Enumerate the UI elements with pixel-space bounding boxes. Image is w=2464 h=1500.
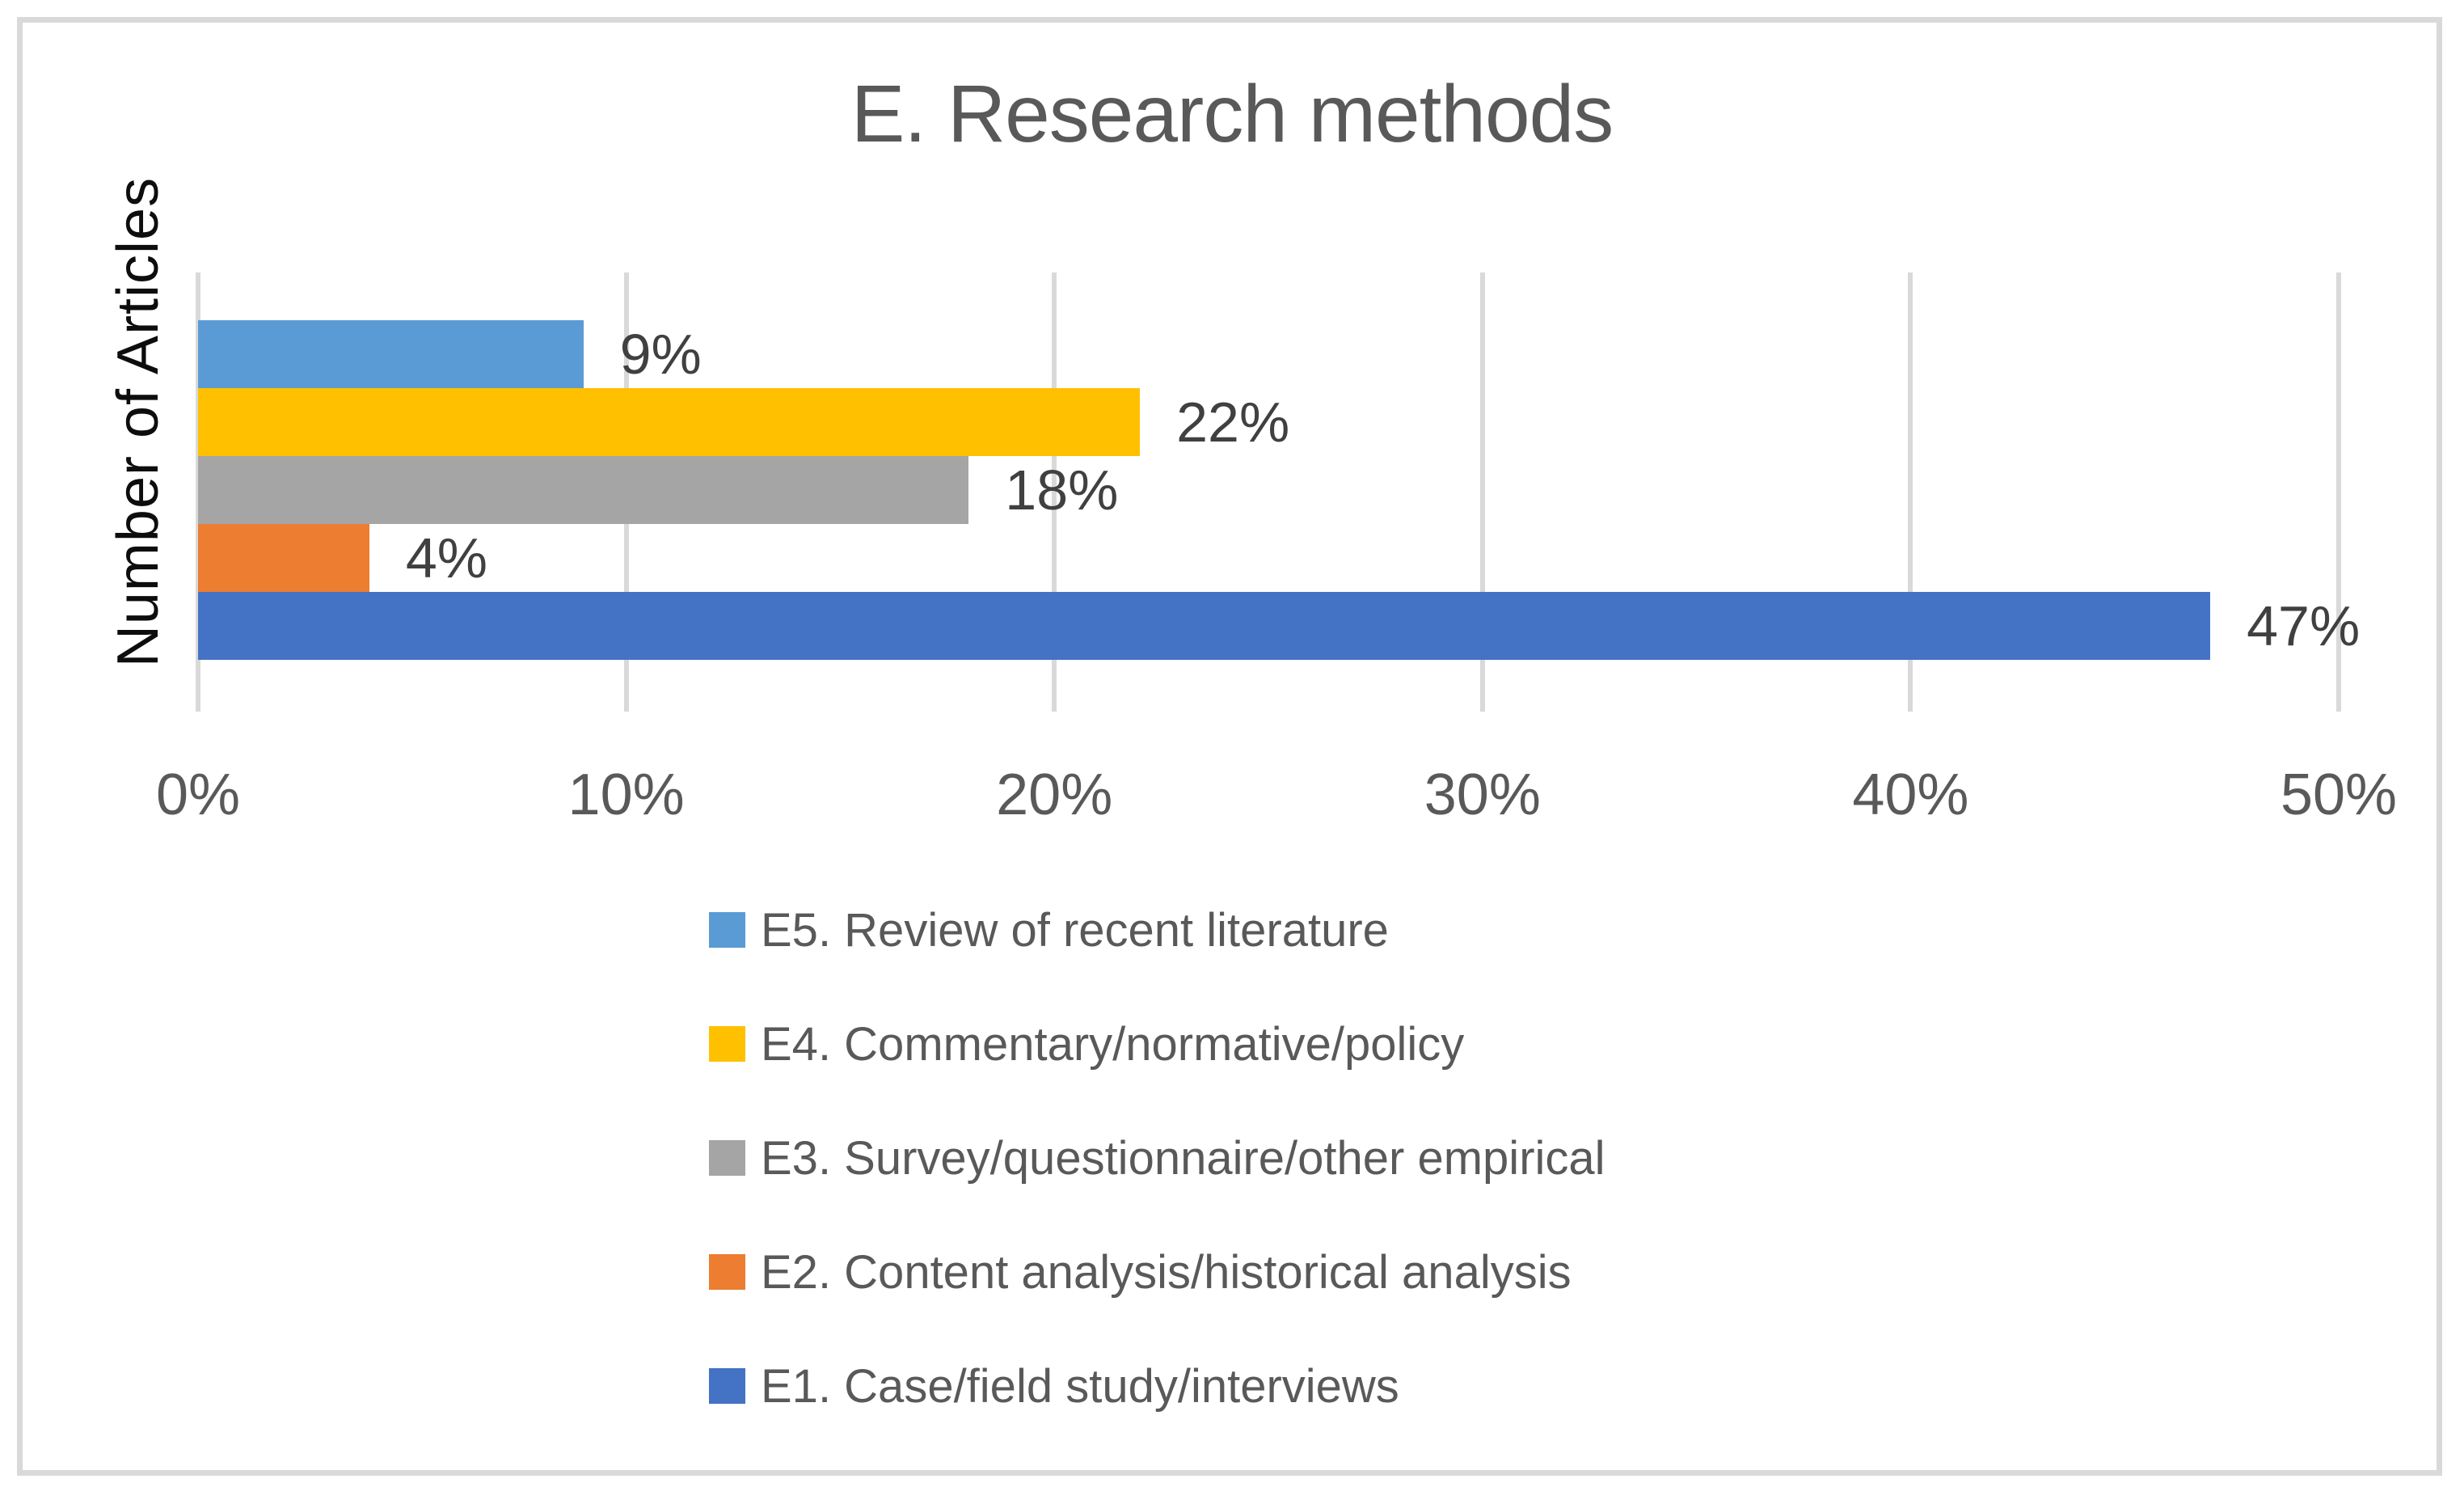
data-label-e3: 18% (1005, 458, 1119, 522)
legend-item-e2: E2. Content analysis/historical analysis (709, 1246, 1605, 1299)
legend-label: E1. Case/field study/interviews (761, 1359, 1399, 1413)
legend-swatch-icon (709, 1140, 745, 1176)
x-tick-label: 50% (2280, 763, 2398, 827)
data-label-e2: 4% (405, 526, 487, 589)
gridline-20% (1052, 273, 1057, 712)
data-label-e5: 9% (619, 323, 702, 386)
chart-title: E. Research methods (850, 69, 1614, 159)
legend-swatch-icon (709, 912, 745, 948)
gridline-40% (1908, 273, 1913, 712)
legend-swatch-icon (709, 1254, 745, 1290)
chart-outer-border (17, 17, 2442, 1476)
x-tick-label: 30% (1424, 763, 1541, 827)
x-tick-label: 10% (567, 763, 685, 827)
x-tick-label: 40% (1852, 763, 1969, 827)
x-tick-label: 0% (155, 763, 241, 827)
legend-label: E3. Survey/questionnaire/other empirical (761, 1131, 1605, 1185)
legend: E5. Review of recent literature E4. Comme… (709, 904, 1605, 1482)
gridline-50% (2336, 273, 2341, 712)
bar-e2 (198, 524, 369, 592)
bar-e5 (198, 320, 584, 388)
y-axis-title: Number of Articles (106, 176, 171, 668)
gridline-30% (1479, 273, 1485, 712)
bar-e4 (198, 388, 1141, 456)
legend-item-e4: E4. Commentary/normative/policy (709, 1018, 1605, 1071)
legend-label: E4. Commentary/normative/policy (761, 1017, 1465, 1071)
data-label-e4: 22% (1176, 391, 1290, 454)
legend-item-e3: E3. Survey/questionnaire/other empirical (709, 1132, 1605, 1185)
legend-item-e5: E5. Review of recent literature (709, 904, 1605, 957)
legend-swatch-icon (709, 1026, 745, 1062)
bar-e3 (198, 456, 969, 524)
data-label-e1: 47% (2247, 594, 2361, 657)
legend-label: E2. Content analysis/historical analysis (761, 1245, 1572, 1299)
legend-label: E5. Review of recent literature (761, 903, 1389, 957)
legend-swatch-icon (709, 1368, 745, 1404)
legend-item-e1: E1. Case/field study/interviews (709, 1360, 1605, 1413)
bar-e1 (198, 592, 2211, 660)
x-tick-label: 20% (996, 763, 1113, 827)
plot-area: 9% 22% 18% 4% 47% (196, 273, 2360, 712)
